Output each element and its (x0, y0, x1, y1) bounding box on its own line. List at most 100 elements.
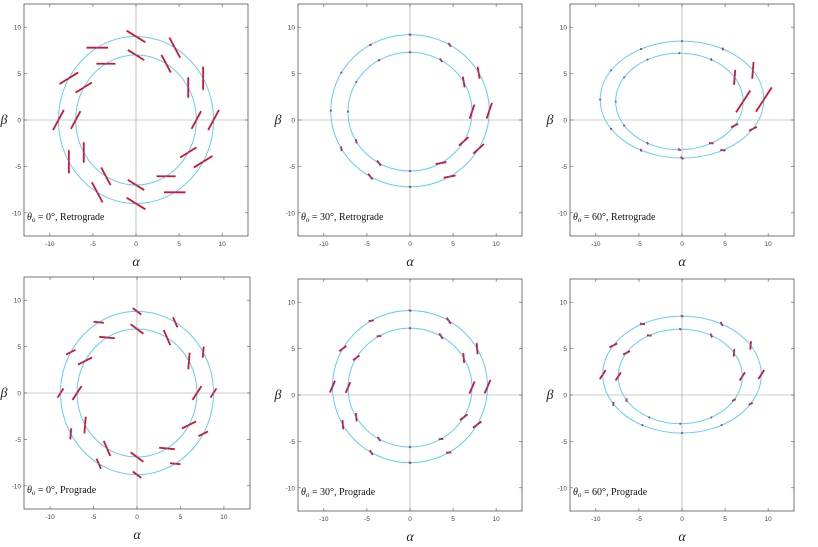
ring-point (370, 451, 373, 454)
ring-point (135, 54, 137, 57)
ring-point (104, 62, 107, 65)
ring-point (462, 356, 465, 359)
ring-point (202, 351, 205, 354)
x-tick-label: 5 (179, 514, 183, 521)
x-tick-label: 0 (135, 514, 139, 521)
ring-point (623, 76, 626, 79)
ring-point (202, 432, 205, 435)
y-tick-label: -10 (12, 210, 22, 217)
y-axis-label: β (0, 113, 8, 128)
ring-point (477, 147, 480, 150)
ring-point (135, 183, 137, 186)
ring-point (681, 315, 683, 318)
x-tick-label: 0 (408, 241, 412, 248)
ring-point (409, 445, 411, 448)
y-tick-label: 10 (288, 300, 296, 307)
ring-point (346, 386, 349, 389)
ring-point (165, 336, 168, 339)
ring-point (447, 319, 450, 322)
ring-point (625, 399, 628, 402)
ring-point (355, 80, 358, 83)
ring-point (346, 110, 349, 113)
ring-point (202, 160, 205, 163)
ring-point (751, 69, 754, 72)
panel-label: θo = 30°, Retrograde (301, 212, 384, 224)
ring-point (409, 51, 411, 54)
ring-point (640, 47, 643, 50)
y-tick-label: 5 (17, 71, 21, 78)
x-tick-label: 10 (493, 241, 501, 248)
ring-point (76, 392, 79, 394)
ring-point (710, 142, 713, 145)
ring-point (340, 147, 343, 150)
ring-point (84, 359, 87, 362)
ring-point (96, 191, 99, 194)
ring-point (462, 80, 465, 83)
ring-point (440, 59, 443, 62)
ring-point (733, 124, 736, 127)
y-tick-label: -5 (561, 439, 567, 446)
ring-point (641, 322, 644, 325)
y-tick-label: 0 (17, 118, 21, 125)
ring-point (136, 473, 138, 476)
x-tick-label: 0 (680, 241, 684, 248)
ring-point (732, 399, 735, 402)
ring-point (617, 375, 620, 378)
ring-point (471, 386, 474, 389)
y-axis-label: β (274, 113, 282, 128)
panel-label: θo = 60°, Retrograde (573, 212, 656, 224)
ring-point (678, 52, 681, 55)
ring-point (106, 336, 109, 339)
y-tick-label: -5 (561, 164, 567, 171)
ring-point (440, 438, 443, 441)
panel-label: θo = 30°, Prograde (301, 487, 376, 499)
ring-point (329, 109, 332, 112)
ring-point (67, 77, 70, 80)
ring-point (710, 58, 713, 61)
ring-point (762, 98, 765, 101)
x-tick-label: -10 (319, 241, 329, 248)
ring-point (741, 375, 744, 378)
ring-point (409, 309, 411, 312)
y-tick-label: 5 (291, 71, 295, 78)
ring-point (165, 447, 168, 450)
panel-3: -10 -5 0 5 10 -10 -5 0 5 10 α β θo = 60°, Retrograde (546, 3, 795, 270)
ring-point (612, 344, 615, 347)
ring-point (462, 140, 465, 143)
ring-point (710, 334, 713, 337)
ring-point (355, 416, 358, 419)
ring-point (67, 160, 70, 163)
ring-point (409, 461, 411, 464)
ring-point (476, 423, 479, 426)
x-tick-label: -5 (90, 241, 96, 248)
x-tick-label: -5 (364, 516, 370, 523)
ring-point (720, 424, 723, 427)
ring-point (610, 69, 613, 72)
ring-point (471, 110, 474, 113)
x-tick-label: 10 (765, 241, 773, 248)
ring-point (679, 422, 682, 425)
ring-point (486, 385, 489, 388)
y-tick-label: 5 (17, 344, 21, 351)
ring-point (195, 119, 198, 121)
x-axis-label: α (406, 255, 414, 270)
y-tick-label: 10 (560, 300, 568, 307)
x-tick-label: 5 (451, 241, 455, 248)
ring-point (212, 392, 215, 394)
x-tick-label: -5 (636, 241, 642, 248)
x-tick-label: 10 (493, 516, 501, 523)
ring-point (710, 416, 713, 419)
ring-point (640, 149, 643, 152)
x-tick-label: -5 (636, 516, 642, 523)
ring-point (648, 334, 651, 337)
ring-point (96, 46, 99, 49)
x-tick-label: 10 (765, 516, 773, 523)
ring-point (106, 447, 109, 450)
ring-point (476, 347, 479, 350)
ring-point (165, 175, 168, 178)
ring-point (681, 40, 683, 43)
ring-point (340, 71, 343, 74)
ring-point (173, 191, 176, 194)
ring-point (136, 456, 138, 459)
ring-point (760, 373, 763, 376)
